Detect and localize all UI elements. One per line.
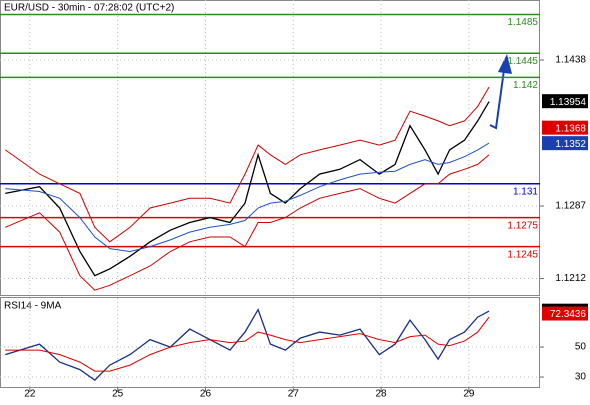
price-tag (542, 120, 588, 135)
level-label: 1.1485 (507, 17, 538, 28)
x-tick-label: 26 (200, 389, 212, 400)
price-tag-label: 1.13954 (550, 97, 587, 108)
price-panel (0, 0, 540, 296)
y-tick-label: 30 (575, 372, 587, 383)
price-tag (542, 306, 588, 321)
rsi-title: RSI14 - 9MA (4, 301, 62, 312)
y-tick-label: 1.1212 (555, 273, 586, 284)
forecast-arrow (489, 69, 505, 130)
level-label: 1.131 (513, 186, 538, 197)
y-tick-label: 50 (575, 342, 587, 353)
x-tick-label: 28 (376, 389, 388, 400)
series-line (5, 142, 490, 253)
x-tick-label: 22 (24, 389, 36, 400)
x-tick-label: 29 (463, 389, 475, 400)
price-tag-label: 1.1352 (555, 139, 586, 150)
level-label: 1.1245 (507, 249, 538, 260)
x-tick-label: 25 (112, 389, 124, 400)
x-tick-label: 27 (288, 389, 300, 400)
series-line (5, 316, 490, 372)
series-line (5, 308, 490, 381)
rsi-panel (0, 297, 540, 388)
level-label: 1.142 (513, 80, 538, 91)
series-line (5, 86, 490, 243)
forecast-arrowhead (498, 54, 512, 74)
level-label: 1.1445 (507, 56, 538, 67)
series-line (5, 154, 490, 291)
y-tick-label: 1.1438 (555, 55, 586, 66)
price-tag (542, 136, 588, 151)
price-tag-label: 1.1368 (555, 123, 586, 134)
price-tag-label: 72.3436 (550, 309, 587, 320)
y-tick-label: 1.1287 (555, 201, 586, 212)
series-line (5, 101, 490, 277)
chart-header: EUR/USD - 30min - 07:28:02 (UTC+2) (4, 3, 174, 14)
price-tag (542, 94, 588, 109)
level-label: 1.1275 (507, 220, 538, 231)
